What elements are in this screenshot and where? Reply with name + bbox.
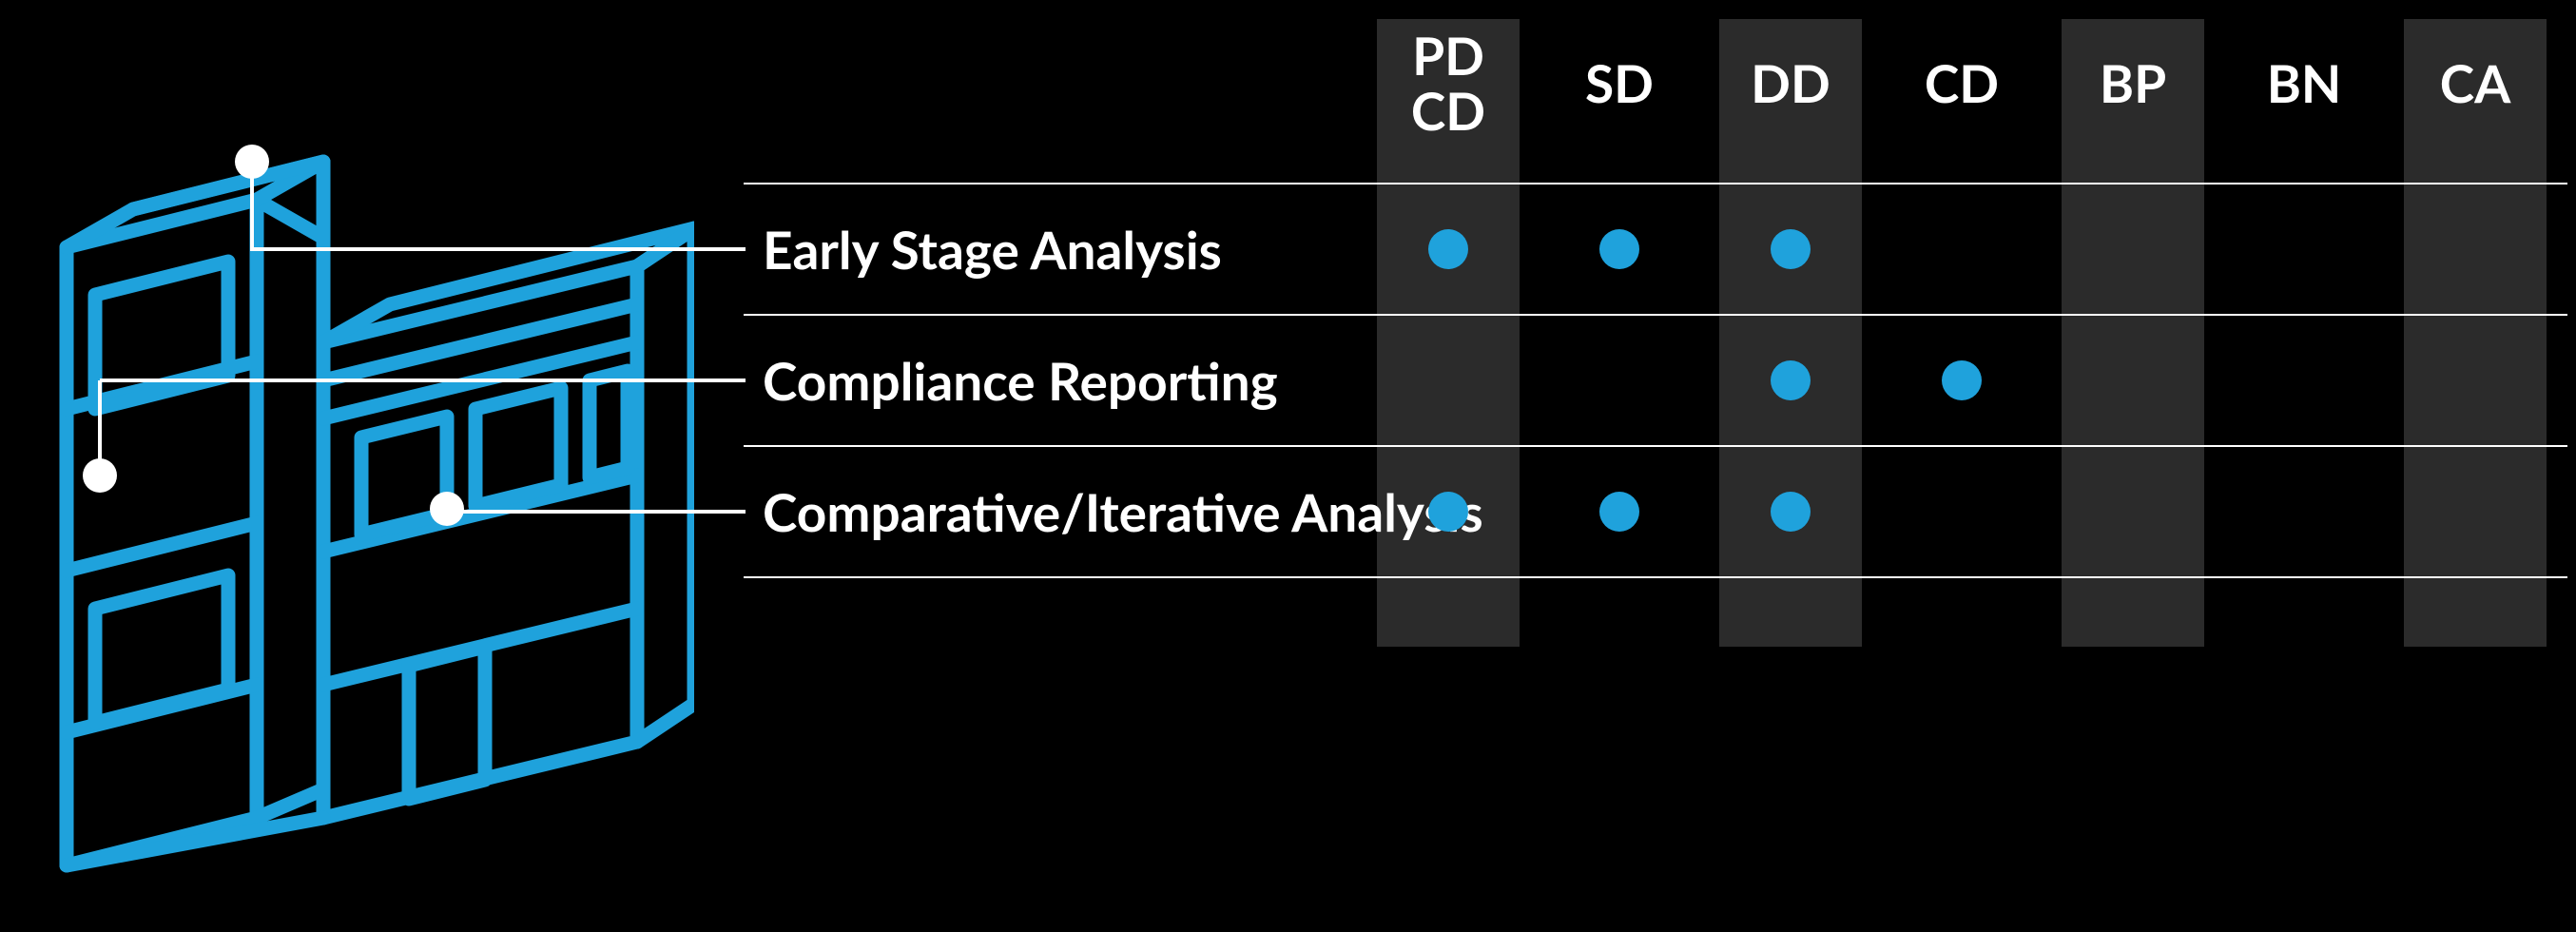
matrix-dot-comparative-pdcd (1428, 492, 1468, 532)
row-divider-1 (744, 314, 2567, 316)
row-divider-2 (744, 445, 2567, 447)
column-header-line: CA (2440, 56, 2511, 111)
column-header-bp: BP (2062, 27, 2204, 141)
column-header-line: PD (1412, 29, 1484, 84)
matrix-dot-early-pdcd (1428, 229, 1468, 269)
leader-node-compliance (83, 458, 117, 493)
column-header-line: SD (1585, 56, 1654, 111)
leader-line-compliance-1 (100, 379, 287, 382)
leader-line-compliance-2 (285, 379, 746, 382)
column-header-line: BP (2100, 56, 2166, 111)
row-label-early: Early Stage Analysis (763, 223, 1222, 276)
row-label-compliance: Compliance Reporting (763, 355, 1278, 407)
column-header-cd: CD (1890, 27, 2033, 141)
diagram-canvas: PDCDSDDDCDBPBNCAEarly Stage AnalysisComp… (0, 0, 2576, 932)
column-header-bn: BN (2233, 27, 2375, 141)
leader-node-comparative (430, 492, 464, 526)
leader-line-early-2 (252, 247, 746, 251)
column-header-sd: SD (1548, 27, 1691, 141)
row-divider-0 (744, 183, 2567, 184)
column-header-line: CD (1411, 84, 1485, 139)
column-header-dd: DD (1719, 27, 1862, 141)
column-header-line: CD (1925, 56, 1999, 111)
leader-node-early (235, 145, 269, 179)
column-header-pdcd: PDCD (1377, 27, 1520, 141)
matrix-dot-compliance-dd (1771, 360, 1811, 400)
leader-line-comparative-1 (447, 510, 746, 514)
matrix-dot-early-dd (1771, 229, 1811, 269)
row-divider-3 (744, 576, 2567, 578)
matrix-dot-comparative-sd (1599, 492, 1639, 532)
column-header-ca: CA (2404, 27, 2547, 141)
row-label-comparative: Comparative/Iterative Analysis (763, 486, 1483, 538)
matrix-dot-early-sd (1599, 229, 1639, 269)
matrix-dot-compliance-cd (1942, 360, 1982, 400)
column-header-line: DD (1751, 56, 1830, 111)
column-header-line: BN (2267, 56, 2342, 111)
matrix-dot-comparative-dd (1771, 492, 1811, 532)
